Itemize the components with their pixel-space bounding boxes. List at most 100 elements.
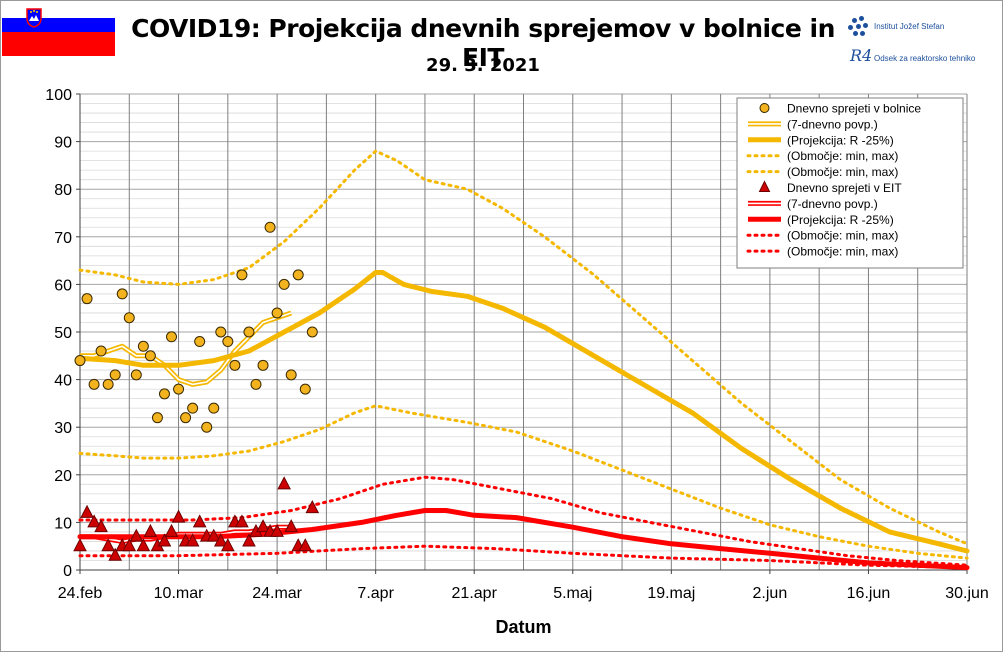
hospital-point [137,340,149,352]
flag-red-band [2,32,115,56]
hospital-point [201,421,213,433]
hospital-point [102,378,114,390]
legend-label: (7-dnevno povp.) [787,117,878,131]
hospital-point [109,369,121,381]
legend-label: Dnevno sprejeti v bolnice [787,102,921,116]
hospital-point [285,369,297,381]
ijs-logo-text: Institut Jožef Stefan [874,22,945,31]
hospital-point [299,383,311,395]
x-tick-label: 30.jun [945,585,989,602]
hospital-point [243,326,255,338]
y-tick-label: 30 [54,420,72,437]
legend-eit-marker [758,180,771,192]
legend-label: Dnevno sprejeti v EIT [787,181,902,195]
y-tick-label: 80 [54,182,72,199]
eit-point [298,538,313,552]
eit-point [73,538,87,552]
eit-point [80,504,94,518]
eit-point [129,528,144,542]
eit-point [284,519,299,533]
hospital-point [151,412,163,424]
r4-logo: R4 Odsek za reaktorsko tehniko [848,46,998,70]
hospital-point [292,269,304,281]
eit-point [108,547,123,561]
x-tick-label: 24.feb [58,585,103,602]
x-tick-label: 5.maj [553,585,592,602]
hospital-point [306,326,318,338]
eit-point [136,538,151,552]
eit-point [157,533,172,547]
hospital-range-min-line [78,404,969,560]
chart-title: COVID19: Projekcija dnevnih sprejemov v … [131,14,835,72]
x-tick-label: 10.mar [154,585,204,602]
eit-point [192,514,207,528]
hospital-point [208,402,220,414]
hospital-point [88,378,100,390]
r4-logo-text: Odsek za reaktorsko tehniko [874,54,976,63]
chart-date: 29. 3. 2021 [426,55,540,76]
y-tick-label: 90 [54,135,72,152]
x-tick-label: 21.apr [452,585,498,602]
y-tick-label: 10 [54,515,72,532]
eit-point [185,533,200,547]
y-tick-label: 0 [63,563,72,580]
eit-point [242,533,256,547]
hospital-point [278,278,290,290]
eit-point [256,519,270,533]
eit-point [122,538,137,552]
legend-label: (Območje: min, max) [787,149,898,163]
hospital-point [187,402,199,414]
eit-point [235,514,249,528]
hospital-point [74,355,86,367]
eit-point [270,523,284,537]
y-tick-label: 20 [54,468,72,485]
hospital-point [95,345,107,357]
y-tick-label: 50 [54,325,72,342]
hospital-point [264,221,276,233]
x-tick-label: 2.jun [753,585,788,602]
hospital-point [236,269,248,281]
hospital-point [130,369,142,381]
eit-point [101,538,115,552]
y-tick-label: 70 [54,230,72,247]
hospital-point [257,359,269,371]
legend-label: (Območje: min, max) [787,165,898,179]
hospital-point [222,336,234,348]
slovenia-coat-of-arms-icon [26,8,42,28]
hospital-point [215,326,227,338]
x-axis-title: Datum [495,617,551,637]
legend-label: (Projekcija: R -25%) [787,133,894,147]
eit-point [213,533,228,547]
legend-label: (Območje: min, max) [787,245,898,259]
x-tick-label: 7.apr [357,585,394,602]
r4-logo-mark: R4 [850,46,873,65]
hospital-point [250,378,262,390]
eit-point [94,519,108,533]
legend-hospital-marker [759,103,770,113]
eit-point [87,514,101,528]
legend-label: (Projekcija: R -25%) [787,213,894,227]
ijs-logo: Institut Jožef Stefan [848,16,998,38]
y-tick-label: 40 [54,373,72,390]
hospital-point [166,331,178,343]
legend-label: (Območje: min, max) [787,229,898,243]
hospital-avg7-line-inner [80,312,292,386]
hospital-point [158,388,170,400]
hospital-point [194,336,206,348]
hospital-point [180,412,192,424]
hospital-point [229,359,241,371]
hospital-point [81,293,93,305]
eit-point [164,523,179,537]
x-tick-label: 19.maj [647,585,695,602]
y-tick-label: 100 [45,87,72,104]
legend-label: (7-dnevno povp.) [787,197,878,211]
hospital-point [173,383,185,395]
hospital-point [123,312,135,324]
eit-point [143,523,158,537]
x-tick-label: 16.jun [847,585,891,602]
x-tick-label: 24.mar [252,585,302,602]
eit-point [221,538,235,552]
hospital-projection-line [77,270,970,554]
y-tick-label: 60 [54,277,72,294]
